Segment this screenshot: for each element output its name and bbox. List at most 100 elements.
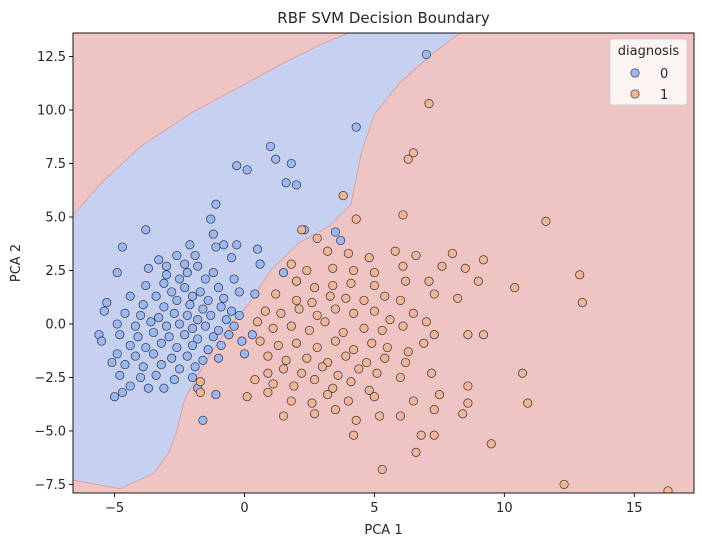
data-point-class-1 bbox=[517, 368, 528, 378]
data-point-class-1 bbox=[663, 486, 673, 493]
data-point-class-0 bbox=[213, 325, 224, 335]
data-point-class-0 bbox=[206, 310, 216, 320]
data-point-class-1 bbox=[273, 340, 283, 350]
data-point-class-1 bbox=[369, 306, 379, 316]
data-point-class-1 bbox=[250, 375, 260, 385]
data-point-class-0 bbox=[200, 321, 211, 331]
data-point-class-0 bbox=[351, 122, 361, 132]
data-point-class-0 bbox=[117, 242, 127, 252]
y-tick-label: 2.5 bbox=[45, 264, 66, 279]
data-point-class-1 bbox=[359, 323, 369, 333]
data-point-class-1 bbox=[330, 336, 340, 346]
data-point-class-1 bbox=[510, 283, 520, 293]
data-point-class-0 bbox=[224, 330, 234, 340]
data-point-class-0 bbox=[216, 302, 226, 312]
data-point-class-0 bbox=[115, 330, 125, 340]
data-point-class-1 bbox=[395, 411, 405, 421]
data-point-class-0 bbox=[143, 263, 153, 273]
data-point-class-1 bbox=[478, 330, 489, 340]
data-point-class-1 bbox=[310, 409, 320, 419]
data-point-class-1 bbox=[346, 377, 356, 387]
data-point-class-1 bbox=[354, 364, 364, 374]
data-point-class-1 bbox=[349, 265, 359, 276]
data-point-class-1 bbox=[364, 385, 374, 395]
data-point-class-1 bbox=[421, 317, 431, 327]
plot-area bbox=[73, 33, 694, 493]
data-point-class-1 bbox=[346, 278, 356, 288]
data-point-class-0 bbox=[211, 199, 221, 209]
data-point-class-0 bbox=[154, 313, 164, 323]
data-point-class-0 bbox=[234, 287, 244, 297]
data-point-class-0 bbox=[187, 340, 198, 350]
data-point-class-1 bbox=[559, 479, 569, 489]
data-point-class-0 bbox=[112, 319, 122, 329]
data-point-class-1 bbox=[281, 355, 291, 365]
data-point-class-0 bbox=[136, 310, 146, 320]
data-point-class-0 bbox=[112, 349, 122, 359]
legend-title: diagnosis bbox=[618, 44, 680, 59]
data-point-class-0 bbox=[187, 372, 198, 383]
data-point-class-0 bbox=[174, 274, 185, 284]
data-point-class-1 bbox=[419, 338, 429, 348]
data-point-class-1 bbox=[375, 411, 385, 421]
data-point-class-1 bbox=[429, 289, 439, 299]
data-point-class-0 bbox=[125, 340, 135, 350]
data-point-class-1 bbox=[297, 368, 307, 378]
data-point-class-0 bbox=[281, 178, 291, 188]
data-point-class-0 bbox=[117, 387, 127, 397]
data-point-class-0 bbox=[216, 340, 226, 350]
data-point-class-0 bbox=[110, 392, 120, 402]
data-point-class-0 bbox=[198, 415, 208, 425]
data-point-class-0 bbox=[164, 332, 174, 342]
y-tick-label: 7.5 bbox=[45, 157, 66, 172]
data-point-class-1 bbox=[330, 405, 340, 415]
data-point-class-1 bbox=[398, 210, 408, 220]
data-point-class-1 bbox=[268, 379, 278, 389]
legend-marker-0 bbox=[630, 68, 640, 78]
data-point-class-1 bbox=[473, 276, 483, 286]
data-point-class-1 bbox=[403, 347, 413, 357]
data-point-class-0 bbox=[174, 364, 185, 374]
decision-region-0 bbox=[73, 33, 461, 490]
data-point-class-1 bbox=[408, 148, 418, 158]
data-point-class-0 bbox=[154, 255, 164, 265]
data-point-class-1 bbox=[341, 351, 351, 361]
data-point-class-1 bbox=[289, 381, 299, 391]
data-point-class-1 bbox=[541, 216, 551, 226]
data-point-class-0 bbox=[271, 154, 281, 164]
y-axis-title: PCA 2 bbox=[9, 244, 24, 282]
data-point-class-0 bbox=[125, 291, 135, 301]
data-point-class-1 bbox=[268, 323, 278, 333]
data-point-class-0 bbox=[286, 158, 296, 169]
data-point-class-0 bbox=[107, 357, 117, 368]
data-point-class-1 bbox=[463, 398, 473, 408]
data-point-class-0 bbox=[195, 287, 205, 297]
data-point-class-1 bbox=[401, 357, 411, 368]
data-point-class-1 bbox=[263, 387, 273, 397]
x-tick-label: 5 bbox=[370, 501, 378, 516]
data-point-class-0 bbox=[190, 250, 200, 261]
data-point-class-0 bbox=[226, 306, 237, 316]
data-point-class-1 bbox=[351, 214, 361, 224]
data-point-class-0 bbox=[159, 302, 169, 312]
data-point-class-0 bbox=[219, 293, 229, 303]
data-point-class-0 bbox=[143, 383, 153, 393]
data-point-class-0 bbox=[206, 214, 216, 224]
data-point-class-1 bbox=[195, 387, 205, 397]
data-point-class-0 bbox=[265, 141, 276, 151]
data-point-class-1 bbox=[463, 330, 473, 340]
data-point-class-0 bbox=[229, 274, 239, 284]
y-tick-label: 5.0 bbox=[45, 211, 66, 226]
data-point-class-1 bbox=[323, 390, 333, 400]
data-point-class-1 bbox=[349, 308, 359, 318]
legend-label-0: 0 bbox=[660, 67, 668, 82]
x-tick-label: 0 bbox=[240, 501, 248, 516]
data-point-class-0 bbox=[208, 229, 218, 239]
data-point-class-1 bbox=[338, 327, 348, 338]
data-point-class-0 bbox=[336, 235, 346, 246]
data-point-class-1 bbox=[359, 295, 369, 305]
data-point-class-1 bbox=[429, 430, 439, 440]
data-point-class-0 bbox=[156, 338, 166, 348]
data-point-class-0 bbox=[156, 360, 166, 370]
y-tick-label: −2.5 bbox=[34, 371, 66, 386]
